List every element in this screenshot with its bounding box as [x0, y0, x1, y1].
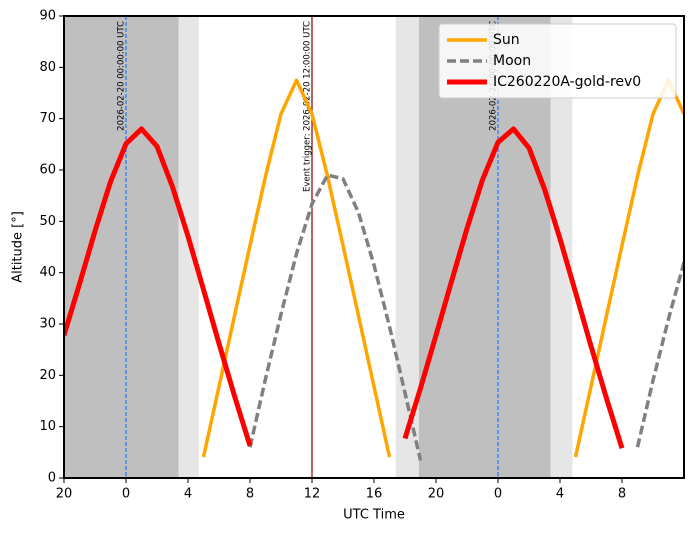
x-tick-label: 0: [494, 487, 502, 502]
series-line: [248, 173, 684, 461]
y-tick-label: 90: [39, 9, 56, 24]
y-tick-label: 80: [39, 60, 56, 75]
legend-box: [438, 23, 677, 99]
x-tick-label: 8: [246, 487, 254, 502]
y-tick-label: 70: [39, 111, 56, 126]
x-tick-label: 0: [122, 487, 130, 502]
x-tick-label: 4: [184, 487, 192, 502]
x-tick-label: 8: [618, 487, 626, 502]
reference-label: 2026-02-20 00:00:00 UTC: [117, 21, 127, 131]
y-tick-label: 20: [39, 368, 56, 383]
legend-label: Moon: [493, 53, 531, 69]
y-tick-label: 60: [39, 163, 56, 178]
x-axis-label: UTC Time: [343, 508, 405, 523]
series-line: [64, 126, 625, 449]
night-band: [64, 16, 179, 478]
x-tick-label: 12: [304, 487, 321, 502]
y-tick-label: 50: [39, 214, 56, 229]
y-axis-label: Altitude [°]: [11, 211, 26, 283]
x-tick-label: 4: [556, 487, 564, 502]
y-tick-label: 30: [39, 317, 56, 332]
y-tick-label: 40: [39, 265, 56, 280]
x-tick-label: 20: [428, 487, 445, 502]
plot-frame: [63, 15, 685, 479]
night-band: [395, 16, 419, 478]
legend-label: IC260220A-gold-rev0: [493, 74, 641, 90]
y-tick-label: 0: [48, 471, 56, 486]
legend-label: Sun: [493, 32, 520, 48]
x-tick-label: 16: [366, 487, 383, 502]
legend: Sun Moon IC260220A-gold-rev0: [438, 23, 677, 99]
x-tick-label: 20: [56, 487, 73, 502]
y-tick-label: 10: [39, 419, 56, 434]
